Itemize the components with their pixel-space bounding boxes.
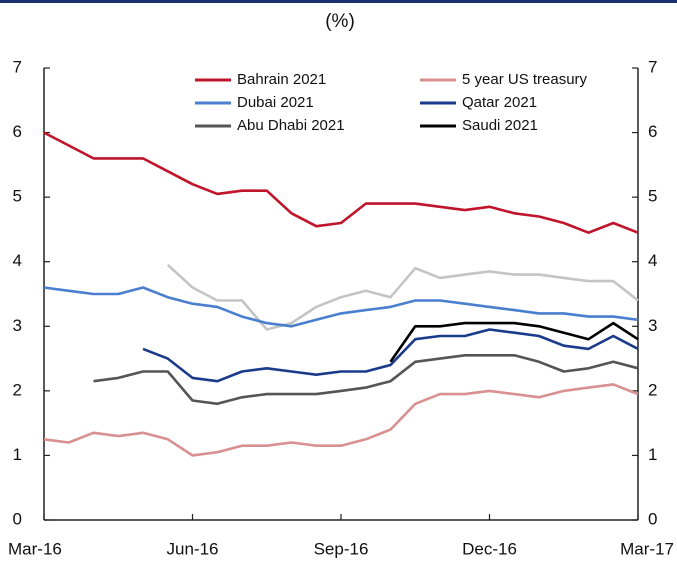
y-tick-label: 3 — [13, 316, 22, 335]
series-line — [93, 354, 639, 406]
top-band — [0, 0, 677, 3]
y2-tick-label: 6 — [648, 122, 657, 141]
y2-tick-label: 5 — [648, 187, 657, 206]
series-line — [389, 321, 639, 363]
x-tick-label: Mar-16 — [8, 539, 62, 558]
x-tick-label: Jun-16 — [167, 539, 219, 558]
chart-title: (%) — [325, 11, 355, 32]
series-line — [166, 263, 639, 331]
y-tick-label: 6 — [13, 122, 22, 141]
legend-label: Bahrain 2021 — [237, 71, 326, 88]
y-tick-label: 1 — [13, 445, 22, 464]
series-line — [43, 383, 639, 457]
legend-label: Qatar 2021 — [462, 94, 537, 111]
series-line — [43, 286, 639, 328]
lines — [43, 131, 639, 457]
y-tick-label: 2 — [13, 380, 22, 399]
y-tick-label: 0 — [13, 509, 22, 528]
y2-tick-label: 2 — [648, 380, 657, 399]
y2-tick-label: 3 — [648, 316, 657, 335]
y-tick-label: 4 — [13, 251, 22, 270]
y2-tick-label: 7 — [648, 57, 657, 76]
legend-label: Abu Dhabi 2021 — [237, 117, 345, 134]
y2-tick-label: 0 — [648, 509, 657, 528]
legend-label: Dubai 2021 — [237, 94, 314, 111]
legend-label: Saudi 2021 — [462, 117, 538, 134]
y-tick-label: 7 — [13, 57, 22, 76]
x-tick-label: Dec-16 — [462, 539, 517, 558]
y2-tick-label: 1 — [648, 445, 657, 464]
series-line — [142, 328, 639, 383]
y-tick-label: 5 — [13, 187, 22, 206]
axes: 0 1 2 3 4 5 6 7 0 1 2 3 4 5 6 7 Mar-16 Jun-16 Sep-16 Dec-16… — [8, 57, 674, 558]
x-tick-label: Mar-17 — [620, 539, 674, 558]
series-line — [43, 131, 639, 234]
x-tick-label: Sep-16 — [314, 539, 369, 558]
legend: Bahrain 2021 5 year US treasury Dubai 2021… — [195, 71, 588, 134]
legend-label: 5 year US treasury — [462, 71, 588, 88]
y2-tick-label: 4 — [648, 251, 657, 270]
